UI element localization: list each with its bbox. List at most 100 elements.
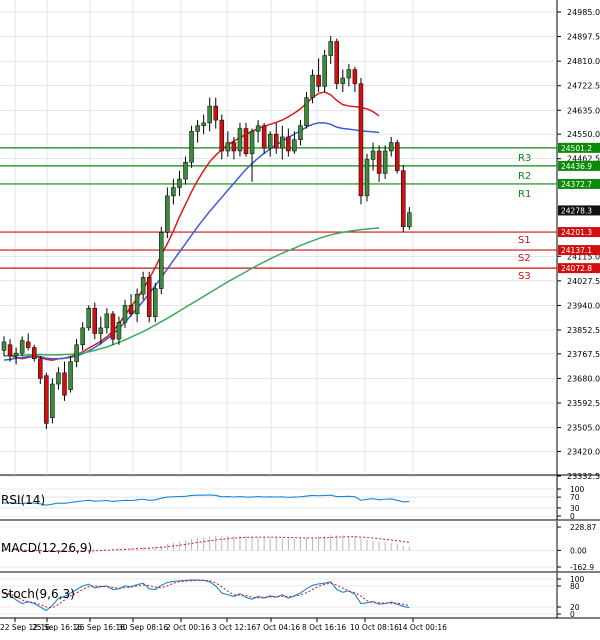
macd-y-tick-label: 228.87 [570, 523, 596, 532]
candle [110, 311, 116, 345]
candle [98, 316, 104, 345]
candle [56, 367, 61, 390]
candle-body [183, 161, 188, 180]
candle-body [140, 277, 146, 295]
price-y-tick-label: 23505.0 [567, 424, 600, 433]
candle-body [340, 77, 346, 84]
candle-body [388, 142, 394, 152]
candle-body [32, 347, 37, 360]
candle [116, 316, 122, 345]
candle [304, 92, 309, 129]
candle [219, 114, 225, 160]
pivot-level-tag [558, 245, 600, 256]
candle-body [316, 74, 321, 87]
candle-body [358, 83, 364, 197]
candle-body [201, 122, 206, 126]
candle [352, 66, 358, 93]
candle [128, 294, 134, 317]
pivot-level-tag [558, 227, 600, 238]
candle-body [225, 142, 231, 152]
price-y-tick-label: 24550.0 [567, 130, 600, 139]
macd-y-tick-label: -162.9 [570, 563, 594, 572]
rsi-y-tick-label: 0 [570, 512, 575, 521]
stoch-y-tick-label: 100 [570, 575, 585, 584]
candle-body [280, 136, 285, 149]
pivot-levels: R3 R2 R1 S1 S2 S3 [0, 147, 557, 282]
candle-body [44, 375, 49, 424]
candle-body [243, 128, 249, 155]
candle [92, 302, 97, 340]
candle-body [38, 358, 43, 379]
pivot-level-tag [558, 160, 600, 171]
candle-body [122, 305, 128, 323]
candle-body [376, 150, 382, 174]
candle [38, 355, 43, 385]
candle [388, 136, 394, 157]
candle [243, 122, 249, 157]
candle [401, 165, 406, 233]
x-axis-tick-label: 25 Sep 16:16 [32, 623, 82, 632]
moving-averages [3, 91, 380, 361]
stoch-y-tick-label: 80 [570, 582, 580, 591]
candle [19, 336, 25, 356]
candle-body [298, 125, 303, 141]
pivot-level-tag-value: 24501.2 [561, 144, 592, 153]
candle [50, 378, 55, 424]
candle-body [146, 277, 152, 317]
candle [86, 305, 91, 331]
price-tags: 24501.2 24436.9 24372.7 24201.3 24137.1 24072… [558, 142, 600, 274]
candle-body [401, 170, 406, 228]
stoch-d-line [3, 579, 410, 609]
candle [159, 226, 164, 295]
pivot-level-tag [558, 178, 600, 189]
price-panel: 24985.0 24897.5 24810.0 24722.5 24635.0 24550… [0, 0, 600, 481]
candle-body [110, 313, 116, 340]
pivot-level-label: R2 [518, 171, 531, 182]
candle [298, 120, 303, 146]
x-axis-tick-label: 7 Oct 04:16 [256, 623, 300, 632]
candle-body [56, 372, 61, 385]
candle [13, 347, 19, 365]
candle-body [153, 288, 158, 317]
candle [334, 38, 339, 90]
rsi-grid [0, 488, 557, 517]
candle-body [364, 159, 370, 197]
candle [177, 170, 182, 196]
price-y-tick-label: 24897.5 [567, 33, 600, 42]
candle [340, 69, 346, 93]
macd-panel: 228.87 0.00 -162.9 MACD(12,26,9) [0, 521, 600, 573]
candle-body [231, 142, 237, 152]
candle [346, 63, 352, 87]
pivot-level-label: R3 [518, 153, 531, 164]
candle [165, 187, 170, 239]
last-price-tag-value: 24278.3 [561, 206, 592, 215]
candlesticks [1, 35, 412, 429]
price-y-tick-label: 24462.5 [567, 155, 600, 164]
price-y-tick-label: 24635.0 [567, 106, 600, 115]
candle [44, 372, 49, 429]
candle [280, 125, 285, 160]
price-y-tick-label: 23767.5 [567, 350, 600, 359]
rsi-title: RSI(14) [1, 493, 45, 507]
x-axis-tick-label: 14 Oct 00:16 [398, 623, 447, 632]
pivot-level-tag [558, 142, 600, 153]
candle-body [19, 340, 25, 354]
candle [68, 355, 73, 393]
candle [1, 336, 7, 356]
candle-body [177, 178, 182, 188]
price-y-tick-label: 23852.5 [567, 326, 600, 335]
candle-body [68, 361, 73, 390]
candle-body [74, 344, 79, 362]
candle [267, 131, 273, 157]
price-y-tick-label: 23332.5 [567, 472, 600, 481]
candle-body [104, 313, 110, 329]
candle-body [25, 341, 31, 348]
candle-body [274, 133, 279, 149]
x-axis-tick-label: 30 Sep 08:16 [118, 623, 168, 632]
x-axis-tick-label: 22 Sep 12:16 [0, 623, 50, 632]
candle-body [80, 327, 85, 345]
